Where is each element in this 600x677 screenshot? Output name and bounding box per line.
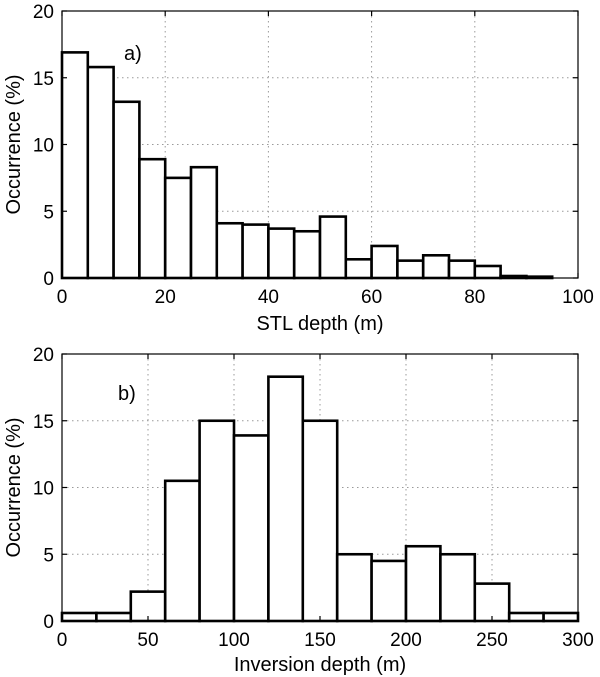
histogram-bar [267, 227, 296, 280]
histogram-bar [232, 434, 270, 623]
x-axis-title: STL depth (m) [256, 313, 383, 335]
x-tick-label: 100 [218, 630, 250, 651]
y-tick-label: 10 [33, 479, 54, 500]
x-tick-label: 50 [137, 630, 158, 651]
histogram-bar [404, 544, 442, 623]
chart-panel-1: 0 20 40 60 80 100 0 5 10 15 20 STL depth (m) Occurre… [3, 2, 594, 335]
x-tick-label: 0 [57, 630, 68, 651]
x-tick-label: 150 [304, 630, 336, 651]
histogram-bar [439, 552, 477, 623]
histogram-bar [198, 419, 236, 623]
histogram-bar [542, 611, 580, 623]
x-tick-label: 20 [155, 287, 176, 308]
y-tick-label: 0 [43, 612, 54, 633]
y-tick-label: 15 [33, 69, 54, 90]
x-tick-label: 60 [361, 287, 382, 308]
histogram-bar [507, 611, 545, 623]
y-tick-label: 15 [33, 412, 54, 433]
x-axis-title: Inversion depth (m) [234, 654, 406, 676]
histogram-bar [370, 244, 399, 280]
y-tick-label: 0 [43, 269, 54, 290]
histogram-bar [447, 259, 477, 280]
y-tick-label: 20 [33, 2, 54, 23]
histogram-bar [335, 552, 373, 623]
x-tick-label: 0 [57, 287, 68, 308]
x-tick-label: 100 [562, 287, 594, 308]
histogram-bar [421, 254, 451, 280]
histogram-bar [86, 65, 115, 280]
histogram-bar [241, 223, 270, 280]
histogram-bar [344, 258, 373, 280]
y-tick-label: 20 [33, 345, 54, 366]
panel-label: b) [118, 383, 136, 405]
histogram-bar [473, 582, 511, 623]
histogram-bar [138, 157, 167, 280]
y-axis-title: Occurrence (%) [3, 417, 25, 557]
x-tick-label: 80 [464, 287, 485, 308]
y-tick-label: 5 [43, 545, 54, 566]
histogram-bar [267, 375, 305, 623]
x-tick-label: 300 [562, 630, 594, 651]
histogram-bar [396, 259, 425, 280]
panel-label: a) [124, 43, 142, 65]
histogram-bar [473, 264, 502, 280]
histogram-bar [215, 221, 244, 280]
chart-panel-2: 0 50 100 150 200 250 300 0 5 10 15 20 Inversion dept… [3, 345, 594, 676]
x-tick-label: 200 [390, 630, 422, 651]
histogram-bar [318, 215, 348, 280]
histogram-bar [95, 611, 133, 623]
x-tick-label: 40 [258, 287, 279, 308]
histogram-bar [370, 559, 408, 623]
histogram-bar [163, 479, 201, 623]
histogram-bar [60, 51, 90, 280]
histogram-bar [163, 176, 193, 280]
histogram-bar [292, 229, 322, 280]
histogram-bar [112, 100, 141, 280]
y-tick-label: 10 [33, 136, 54, 157]
histogram-bar [189, 165, 219, 280]
x-tick-label: 250 [476, 630, 508, 651]
histogram-bar [301, 419, 339, 623]
y-axis-title: Occurrence (%) [3, 74, 25, 214]
y-tick-label: 5 [43, 202, 54, 223]
histogram-bar [60, 611, 98, 623]
